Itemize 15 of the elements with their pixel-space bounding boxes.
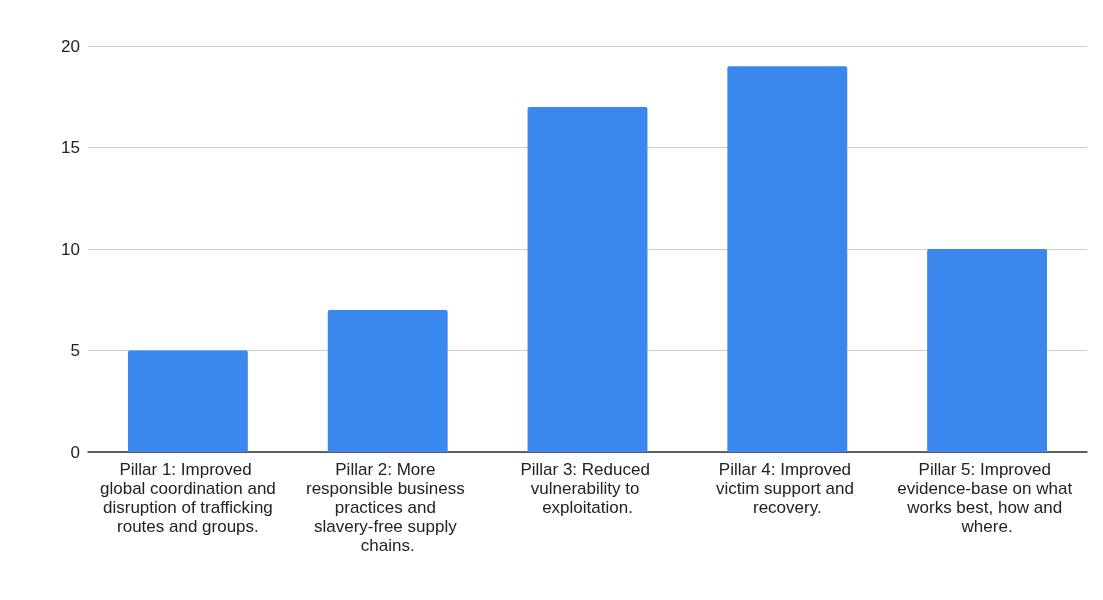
x-tick-label: Pillar 3: Reduced vulnerability to exploitation. xyxy=(520,460,655,517)
y-tick-label: 0 xyxy=(70,442,80,462)
x-tick-label: Pillar 1: Improved global coordination and disruption of trafficking routes and groups. xyxy=(98,460,278,536)
bar xyxy=(727,66,848,452)
bar xyxy=(927,249,1048,452)
x-tick-label: Pillar 4: Improved victim support and recovery. xyxy=(715,460,859,517)
x-tick-label: Pillar 5: Improved evidence-base on what works best, how and where. xyxy=(897,460,1077,536)
y-tick-label: 15 xyxy=(61,138,80,157)
bar xyxy=(127,350,248,452)
y-tick-label: 5 xyxy=(70,341,80,360)
y-tick-label: 10 xyxy=(61,239,80,259)
bar xyxy=(327,309,448,452)
x-tick-label: Pillar 2: More responsible business practices and slavery-free supply chains. xyxy=(305,460,470,555)
y-tick-label: 20 xyxy=(61,36,80,56)
bar xyxy=(527,106,648,452)
